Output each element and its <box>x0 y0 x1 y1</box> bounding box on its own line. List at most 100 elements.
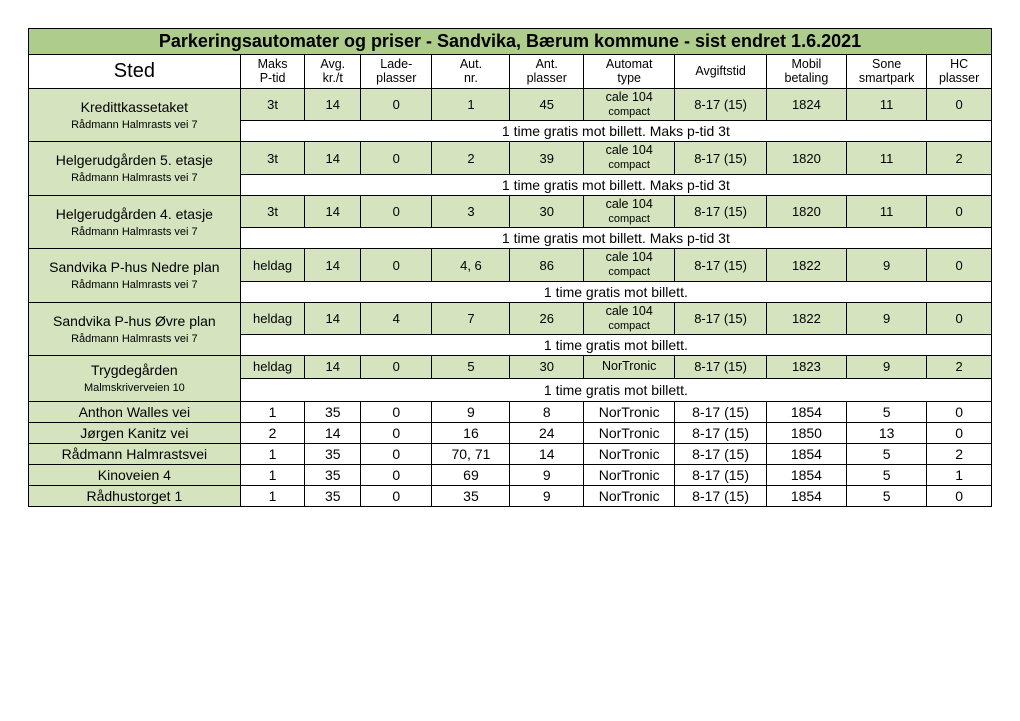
lade-plasser: 0 <box>361 195 432 228</box>
note: 1 time gratis mot billett. <box>240 378 991 401</box>
ant-plasser: 45 <box>510 88 584 121</box>
col-lade: Lade-plasser <box>361 55 432 89</box>
aut-nr: 3 <box>432 195 510 228</box>
hc-plasser: 1 <box>927 464 992 485</box>
sone: 11 <box>847 142 927 175</box>
aut-nr: 70, 71 <box>432 443 510 464</box>
avgiftstid: 8-17 (15) <box>675 422 766 443</box>
table-row: Helgerudgården 4. etasjeRådmann Halmrast… <box>29 195 992 228</box>
ant-plasser: 9 <box>510 464 584 485</box>
avg-krt: 14 <box>305 88 361 121</box>
location-name: Anthon Walles vei <box>29 401 241 422</box>
aut-nr: 7 <box>432 302 510 335</box>
col-aut: Aut.nr. <box>432 55 510 89</box>
location-name: KredittkassetaketRådmann Halmrasts vei 7 <box>29 88 241 142</box>
avg-krt: 14 <box>305 249 361 282</box>
mobil-betaling: 1822 <box>766 302 846 335</box>
table-title: Parkeringsautomater og priser - Sandvika… <box>29 29 992 55</box>
maks-ptid: 2 <box>240 422 305 443</box>
note: 1 time gratis mot billett. Maks p-tid 3t <box>240 174 991 195</box>
hc-plasser: 0 <box>927 422 992 443</box>
sone: 11 <box>847 88 927 121</box>
sone: 5 <box>847 464 927 485</box>
avg-krt: 35 <box>305 464 361 485</box>
table-row: Helgerudgården 5. etasjeRådmann Halmrast… <box>29 142 992 175</box>
avgiftstid: 8-17 (15) <box>675 464 766 485</box>
automat-type: NorTronic <box>584 485 675 506</box>
col-ant: Ant.plasser <box>510 55 584 89</box>
automat-type: NorTronic <box>584 443 675 464</box>
automat-type: cale 104compact <box>584 195 675 228</box>
avgiftstid: 8-17 (15) <box>675 302 766 335</box>
table-row: TrygdegårdenMalmskriverveien 10heldag140… <box>29 356 992 378</box>
location-name: TrygdegårdenMalmskriverveien 10 <box>29 356 241 402</box>
lade-plasser: 4 <box>361 302 432 335</box>
sone: 13 <box>847 422 927 443</box>
ant-plasser: 14 <box>510 443 584 464</box>
aut-nr: 16 <box>432 422 510 443</box>
avg-krt: 14 <box>305 356 361 378</box>
maks-ptid: 3t <box>240 195 305 228</box>
automat-type: NorTronic <box>584 401 675 422</box>
parking-table: Parkeringsautomater og priser - Sandvika… <box>28 28 992 507</box>
table-row: KredittkassetaketRådmann Halmrasts vei 7… <box>29 88 992 121</box>
hc-plasser: 0 <box>927 401 992 422</box>
avgiftstid: 8-17 (15) <box>675 356 766 378</box>
location-name: Rådmann Halmrastsvei <box>29 443 241 464</box>
table-row: Kinoveien 41350699NorTronic8-17 (15)1854… <box>29 464 992 485</box>
maks-ptid: heldag <box>240 356 305 378</box>
mobil-betaling: 1824 <box>766 88 846 121</box>
location-name: Jørgen Kanitz vei <box>29 422 241 443</box>
avgiftstid: 8-17 (15) <box>675 195 766 228</box>
aut-nr: 1 <box>432 88 510 121</box>
automat-type: NorTronic <box>584 356 675 378</box>
ant-plasser: 26 <box>510 302 584 335</box>
col-hc: HCplasser <box>927 55 992 89</box>
col-maks: MaksP-tid <box>240 55 305 89</box>
mobil-betaling: 1823 <box>766 356 846 378</box>
hc-plasser: 0 <box>927 485 992 506</box>
col-sone: Sonesmartpark <box>847 55 927 89</box>
location-name: Sandvika P-hus Øvre planRådmann Halmrast… <box>29 302 241 356</box>
col-sted: Sted <box>29 55 241 89</box>
table-row: Sandvika P-hus Nedre planRådmann Halmras… <box>29 249 992 282</box>
maks-ptid: 1 <box>240 443 305 464</box>
avgiftstid: 8-17 (15) <box>675 249 766 282</box>
col-avg: Avg.kr./t <box>305 55 361 89</box>
lade-plasser: 0 <box>361 142 432 175</box>
ant-plasser: 39 <box>510 142 584 175</box>
avg-krt: 35 <box>305 443 361 464</box>
aut-nr: 9 <box>432 401 510 422</box>
ant-plasser: 30 <box>510 195 584 228</box>
col-mobil: Mobilbetaling <box>766 55 846 89</box>
aut-nr: 5 <box>432 356 510 378</box>
lade-plasser: 0 <box>361 401 432 422</box>
avg-krt: 14 <box>305 422 361 443</box>
avgiftstid: 8-17 (15) <box>675 142 766 175</box>
maks-ptid: 1 <box>240 464 305 485</box>
lade-plasser: 0 <box>361 443 432 464</box>
table-row: Jørgen Kanitz vei21401624NorTronic8-17 (… <box>29 422 992 443</box>
note: 1 time gratis mot billett. Maks p-tid 3t <box>240 228 991 249</box>
hc-plasser: 2 <box>927 142 992 175</box>
sone: 5 <box>847 485 927 506</box>
mobil-betaling: 1820 <box>766 142 846 175</box>
mobil-betaling: 1822 <box>766 249 846 282</box>
col-avgiftstid: Avgiftstid <box>675 55 766 89</box>
avg-krt: 14 <box>305 142 361 175</box>
sone: 9 <box>847 249 927 282</box>
sone: 9 <box>847 302 927 335</box>
avgiftstid: 8-17 (15) <box>675 485 766 506</box>
ant-plasser: 8 <box>510 401 584 422</box>
header-row: Sted MaksP-tid Avg.kr./t Lade-plasser Au… <box>29 55 992 89</box>
automat-type: cale 104compact <box>584 88 675 121</box>
maks-ptid: heldag <box>240 249 305 282</box>
hc-plasser: 0 <box>927 249 992 282</box>
hc-plasser: 0 <box>927 195 992 228</box>
lade-plasser: 0 <box>361 464 432 485</box>
ant-plasser: 30 <box>510 356 584 378</box>
hc-plasser: 0 <box>927 302 992 335</box>
lade-plasser: 0 <box>361 485 432 506</box>
maks-ptid: 3t <box>240 88 305 121</box>
table-row: Anthon Walles vei135098NorTronic8-17 (15… <box>29 401 992 422</box>
